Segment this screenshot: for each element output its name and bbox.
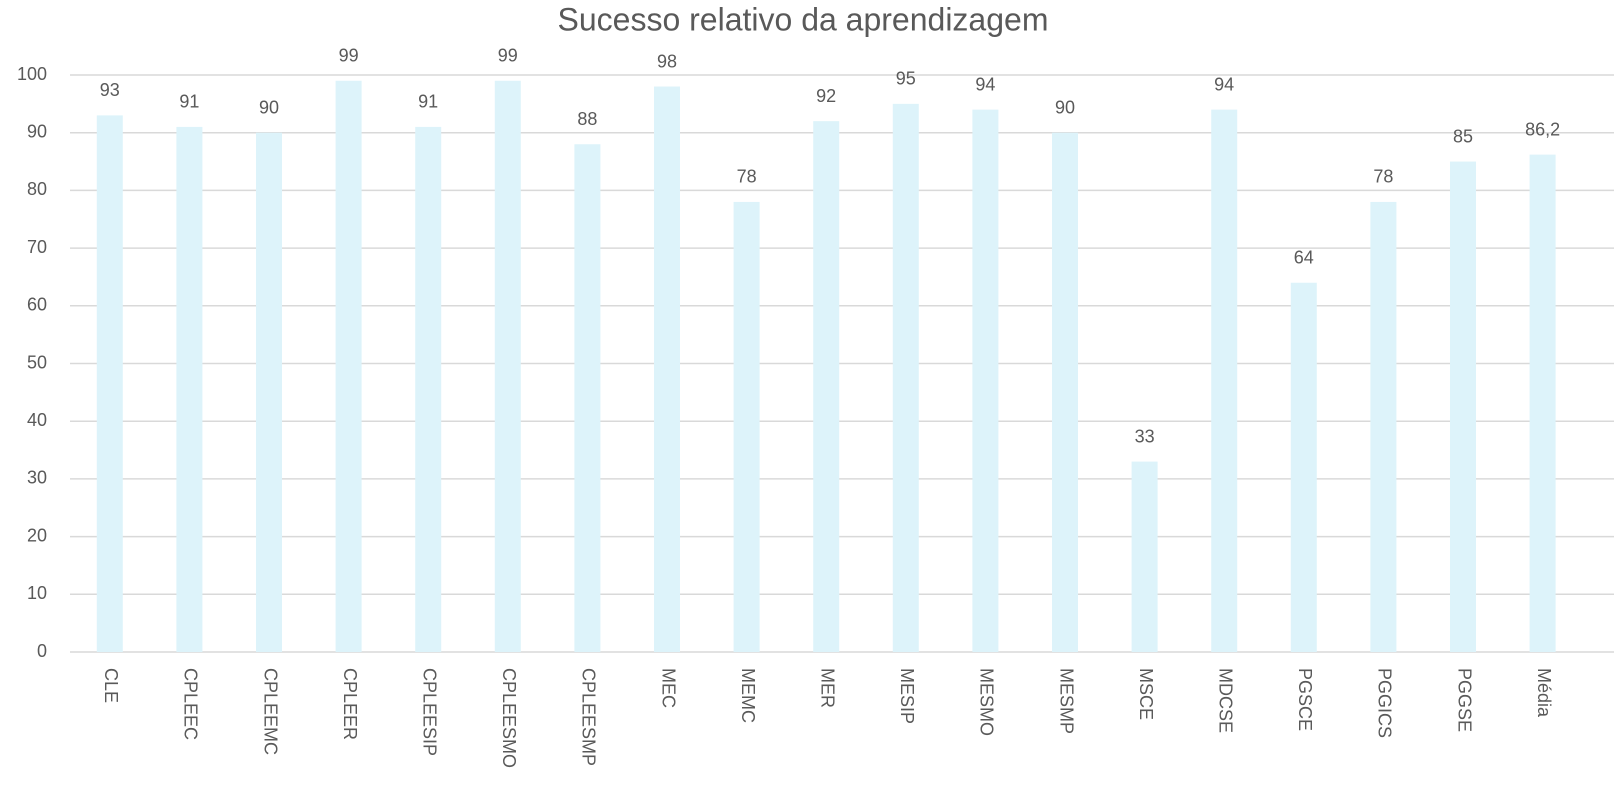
value-label: 86,2 <box>1525 119 1560 139</box>
value-label: 99 <box>339 46 359 66</box>
bar <box>1052 132 1078 652</box>
x-tick-label: MEC <box>658 668 678 708</box>
x-tick-label: CPLEER <box>340 668 360 740</box>
x-tick-label: MSCE <box>1136 668 1156 720</box>
bar <box>256 132 282 652</box>
value-label: 93 <box>100 80 120 100</box>
value-label: 91 <box>179 92 199 112</box>
value-label: 78 <box>737 167 757 187</box>
x-tick-label: MESIP <box>897 668 917 724</box>
bar <box>813 121 840 652</box>
x-tick-label: MESMO <box>977 668 997 736</box>
x-tick-label: CPLEEMC <box>260 668 280 755</box>
x-tick-label: PGGSE <box>1454 668 1474 732</box>
y-tick-label: 100 <box>17 64 47 84</box>
y-tick-label: 20 <box>27 525 47 545</box>
bar <box>1529 154 1556 652</box>
x-tick-label: MEMC <box>738 668 758 723</box>
bar <box>1131 461 1158 652</box>
bar <box>335 80 362 652</box>
bar <box>654 86 680 653</box>
value-label: 78 <box>1373 167 1393 187</box>
value-label: 64 <box>1294 247 1314 267</box>
y-tick-label: 30 <box>27 468 47 488</box>
x-tick-label: PGGICS <box>1375 668 1395 738</box>
value-label: 98 <box>657 51 677 71</box>
x-tick-label: CPLEESIP <box>419 668 439 756</box>
x-tick-label: Média <box>1534 668 1554 718</box>
value-label: 88 <box>577 109 597 129</box>
x-tick-label: CPLEESMO <box>499 668 519 768</box>
y-tick-label: 90 <box>27 121 47 141</box>
y-tick-label: 0 <box>37 641 47 661</box>
value-label: 85 <box>1453 126 1473 146</box>
value-label: 90 <box>1055 97 1075 117</box>
bar <box>1290 282 1317 652</box>
value-label: 92 <box>816 86 836 106</box>
value-label: 94 <box>975 74 995 94</box>
value-label: 99 <box>498 46 518 66</box>
bar <box>1211 109 1238 653</box>
bar <box>574 144 601 653</box>
value-label: 91 <box>418 92 438 112</box>
y-tick-label: 80 <box>27 179 47 199</box>
y-tick-label: 40 <box>27 410 47 430</box>
value-label: 33 <box>1135 426 1155 446</box>
bar <box>415 126 442 653</box>
x-tick-label: MESMP <box>1056 668 1076 734</box>
x-tick-label: MDCSE <box>1215 668 1235 733</box>
x-tick-label: CPLEESMP <box>579 668 599 766</box>
bar <box>96 115 123 652</box>
bar <box>494 80 521 652</box>
value-label: 95 <box>896 69 916 89</box>
y-tick-label: 50 <box>27 352 47 372</box>
y-tick-label: 10 <box>27 583 47 603</box>
bar <box>176 126 203 653</box>
x-tick-label: CLE <box>101 668 121 703</box>
x-tick-label: PGSCE <box>1295 668 1315 731</box>
value-label: 90 <box>259 97 279 117</box>
y-tick-label: 60 <box>27 295 47 315</box>
chart-title: Sucesso relativo da aprendizagem <box>558 1 1049 37</box>
x-tick-label: CPLEEC <box>181 668 201 740</box>
bar <box>1450 161 1476 653</box>
bar <box>972 109 999 653</box>
x-tick-label: MER <box>817 668 837 708</box>
y-tick-label: 70 <box>27 237 47 257</box>
value-label: 94 <box>1214 74 1234 94</box>
bar <box>733 201 760 652</box>
bar <box>892 103 919 653</box>
bar <box>1370 201 1397 652</box>
